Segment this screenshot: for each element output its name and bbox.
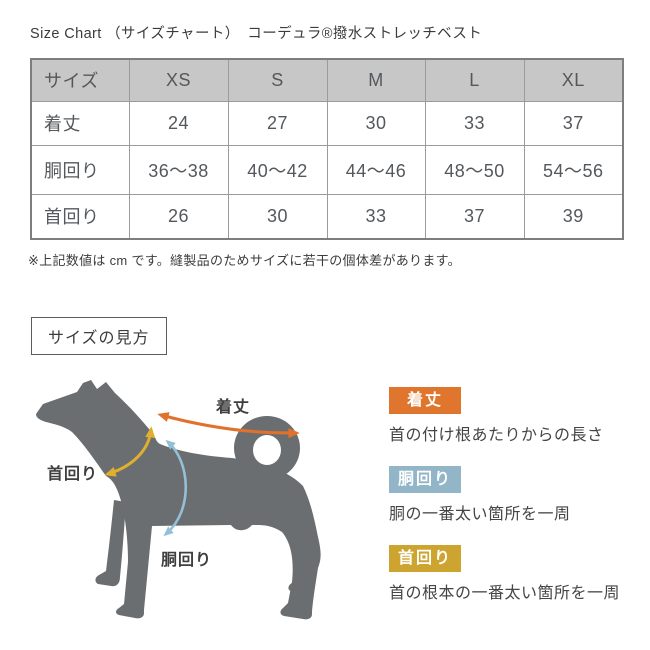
diagram-label-neck: 首回り — [47, 464, 98, 483]
diagram-label-length: 着丈 — [215, 397, 250, 416]
row-label-length: 着丈 — [30, 100, 130, 146]
cell-girth-xl: 54〜56 — [523, 144, 624, 195]
cell-neck-m: 33 — [326, 193, 426, 240]
cell-girth-xs: 36〜38 — [128, 144, 229, 195]
dog-far-front-leg — [95, 500, 126, 587]
length-arrow — [157, 412, 300, 439]
cell-length-m: 30 — [326, 100, 426, 146]
unit-note: ※上記数値は cm です。縫製品のためサイズに若干の個体差があります。 — [28, 253, 461, 268]
girth-arrow — [163, 439, 187, 537]
dog-measurement-diagram: 着丈 首回り 胴回り — [36, 380, 321, 620]
cell-neck-xs: 26 — [128, 193, 229, 240]
cell-length-l: 33 — [424, 100, 525, 146]
neck-badge: 首回り — [389, 545, 461, 572]
neck-arrow — [104, 426, 156, 477]
legend-item-girth: 胴回り 胴の一番太い箇所を一周 — [389, 466, 634, 524]
legend-item-length: 着丈 首の付け根あたりからの長さ — [389, 387, 634, 445]
size-col-s: S — [227, 58, 328, 102]
row-label-girth: 胴回り — [30, 144, 130, 195]
size-col-m: M — [326, 58, 426, 102]
girth-description: 胴の一番太い箇所を一周 — [389, 506, 571, 523]
cell-length-xl: 37 — [523, 100, 624, 146]
table-row-neck: 首回り 26 30 33 37 39 — [30, 193, 624, 240]
cell-length-xs: 24 — [128, 100, 229, 146]
neck-description: 首の根本の一番太い箇所を一周 — [389, 585, 621, 602]
row-label-neck: 首回り — [30, 193, 130, 240]
cell-neck-l: 37 — [424, 193, 525, 240]
table-row-girth: 胴回り 36〜38 40〜42 44〜46 48〜50 54〜56 — [30, 144, 624, 195]
girth-badge: 胴回り — [389, 466, 461, 493]
measurement-legend: 着丈 首の付け根あたりからの長さ 胴回り 胴の一番太い箇所を一周 首回り 首の根… — [389, 387, 634, 624]
cell-girth-s: 40〜42 — [227, 144, 328, 195]
length-badge: 着丈 — [389, 387, 461, 414]
size-table-corner-header: サイズ — [30, 58, 130, 102]
size-col-xs: XS — [128, 58, 229, 102]
cell-neck-s: 30 — [227, 193, 328, 240]
cell-girth-l: 48〜50 — [424, 144, 525, 195]
page-title: Size Chart （サイズチャート） コーデュラ®撥水ストレッチベスト — [30, 26, 483, 42]
diagram-label-girth: 胴回り — [161, 551, 212, 569]
legend-item-neck: 首回り 首の根本の一番太い箇所を一周 — [389, 545, 634, 603]
size-col-l: L — [424, 58, 525, 102]
length-description: 首の付け根あたりからの長さ — [389, 427, 604, 444]
dog-silhouette — [36, 380, 321, 620]
section-title-how-to-measure: サイズの見方 — [31, 317, 167, 355]
cell-girth-m: 44〜46 — [326, 144, 426, 195]
size-col-xl: XL — [523, 58, 624, 102]
cell-neck-xl: 39 — [523, 193, 624, 240]
size-table-header-row: サイズ XS S M L XL — [30, 58, 624, 102]
size-table: サイズ XS S M L XL 着丈 24 27 30 33 37 胴回り 36… — [30, 58, 624, 240]
table-row-length: 着丈 24 27 30 33 37 — [30, 100, 624, 146]
cell-length-s: 27 — [227, 100, 328, 146]
